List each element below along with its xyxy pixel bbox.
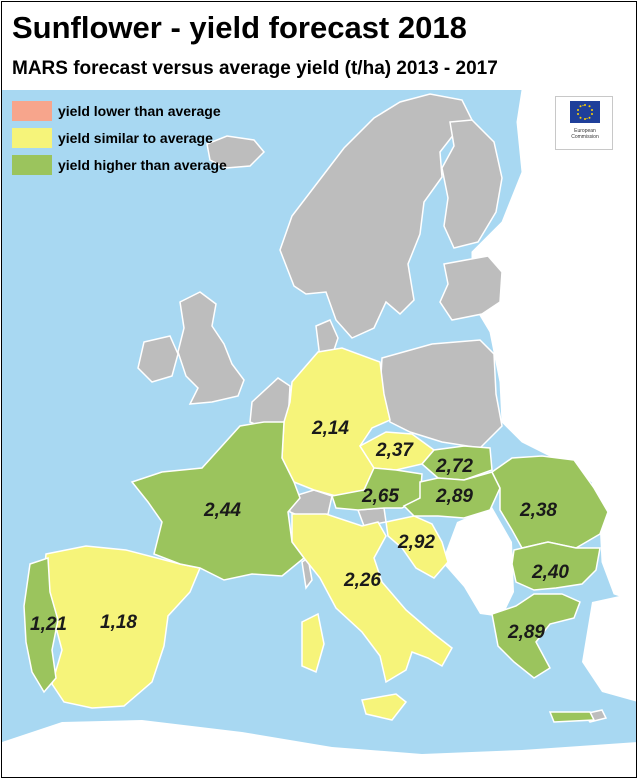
region-greece xyxy=(491,593,581,679)
region-portugal xyxy=(23,556,59,694)
logo-text: European Commission xyxy=(560,128,610,140)
legend-swatch-lower xyxy=(12,101,52,121)
legend-label-lower: yield lower than average xyxy=(58,103,221,119)
map-subtitle: MARS forecast versus average yield (t/ha… xyxy=(12,58,498,79)
non-eu-land-balkans xyxy=(442,507,514,617)
sicily xyxy=(361,693,408,721)
label-italy: 2,26 xyxy=(343,570,381,591)
label-greece: 2,89 xyxy=(507,622,545,643)
region-croatia xyxy=(385,515,449,579)
region-france xyxy=(130,421,306,581)
non-eu-land-turkey xyxy=(582,592,636,702)
uk xyxy=(177,291,245,405)
legend-swatch-similar xyxy=(12,128,52,148)
similar-countries xyxy=(41,347,453,721)
crete xyxy=(548,711,596,723)
legend-item-lower: yield lower than average xyxy=(8,98,258,125)
sardinia xyxy=(301,612,325,674)
label-spain: 1,18 xyxy=(100,612,137,633)
european-commission-logo: European Commission xyxy=(555,96,613,150)
region-bulgaria xyxy=(511,541,601,591)
region-spain xyxy=(41,545,202,709)
label-germany: 2,14 xyxy=(311,418,349,439)
baltics xyxy=(439,255,503,321)
legend-label-higher: yield higher than average xyxy=(58,157,227,173)
finland xyxy=(441,119,503,249)
iceland xyxy=(206,135,266,169)
map-title: Sunflower - yield forecast 2018 xyxy=(12,10,467,45)
label-france: 2,44 xyxy=(203,500,241,521)
higher-countries xyxy=(23,421,609,723)
label-croatia: 2,92 xyxy=(397,532,435,553)
logo-line1: European xyxy=(574,128,596,134)
legend-swatch-higher xyxy=(12,155,52,175)
label-romania: 2,38 xyxy=(519,500,557,521)
label-hungary: 2,89 xyxy=(435,486,473,507)
eu-flag-icon xyxy=(570,101,600,123)
legend: yield lower than average yield similar t… xyxy=(8,98,258,179)
non-eu-land-africa xyxy=(2,720,636,777)
region-italy xyxy=(291,513,453,684)
legend-item-higher: yield higher than average xyxy=(8,152,258,179)
region-hungary xyxy=(402,471,501,519)
label-austria: 2,65 xyxy=(361,486,399,507)
value-labels: 2,14 2,37 2,72 2,65 2,89 2,38 2,44 2,92 … xyxy=(30,418,569,643)
europe-map: 2,14 2,37 2,72 2,65 2,89 2,38 2,44 2,92 … xyxy=(2,90,636,777)
label-portugal: 1,21 xyxy=(30,614,67,635)
label-bulgaria: 2,40 xyxy=(531,562,569,583)
scandinavia xyxy=(279,93,473,339)
legend-item-similar: yield similar to average xyxy=(8,125,258,152)
label-slovakia: 2,72 xyxy=(435,456,473,477)
header: Sunflower - yield forecast 2018 MARS for… xyxy=(2,2,636,90)
logo-line2: Commission xyxy=(571,134,599,140)
ireland xyxy=(137,335,179,383)
non-eu-land-east xyxy=(471,90,636,602)
no-data-countries xyxy=(137,93,608,723)
label-czechia: 2,37 xyxy=(375,440,414,461)
region-romania xyxy=(491,455,609,549)
legend-label-similar: yield similar to average xyxy=(58,130,213,146)
